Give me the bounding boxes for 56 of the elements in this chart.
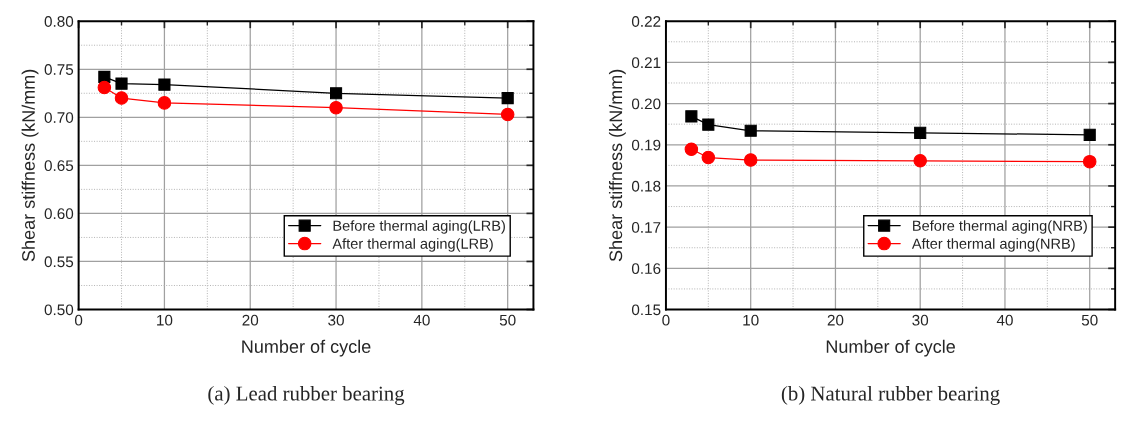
text: (a) Lead rubber bearing [208, 385, 405, 405]
x-tick-label: 30 [328, 314, 344, 326]
y-tick-label: 0.20 [631, 98, 661, 110]
legend-label: After thermal aging(NRB) [911, 238, 1075, 252]
x-tick-label: 10 [157, 314, 173, 326]
point [913, 154, 927, 168]
x-tick-label: 0 [662, 314, 670, 326]
point [501, 92, 514, 105]
y-tick-label: 0.15 [631, 304, 661, 316]
y-tick-label: 0.22 [631, 16, 661, 27]
x-tick-label: 50 [1081, 314, 1098, 326]
point [500, 107, 515, 122]
point [157, 96, 172, 110]
y-tick-label: 0.80 [44, 16, 74, 27]
point [914, 126, 927, 139]
point [97, 80, 112, 95]
point [1083, 128, 1096, 141]
y-tick-label: 0.19 [631, 139, 661, 151]
point [744, 124, 757, 137]
y-tick-label: 0.21 [631, 57, 661, 69]
legend-label: Before thermal aging(NRB) [913, 220, 1087, 234]
point [158, 78, 171, 91]
y-tick-label: 0.65 [44, 160, 74, 172]
x-tick-label: 40 [413, 314, 430, 326]
x-tick-label: 20 [242, 314, 259, 326]
x-tick-label: 20 [827, 314, 844, 326]
x-axis-title: Number of cycle [826, 339, 955, 357]
y-axis-title: Shear stiffness (kN/mm) [21, 69, 39, 262]
y-tick-label: 0.60 [44, 208, 74, 220]
y-tick-label: 0.50 [44, 304, 74, 316]
x-tick-label: 30 [912, 314, 929, 326]
point [743, 153, 758, 167]
legend-label: After thermal aging(LRB) [332, 238, 493, 252]
y-tick-label: 0.18 [631, 180, 661, 192]
point [329, 87, 343, 100]
x-tick-label: 40 [996, 314, 1013, 326]
y-tick-label: 0.16 [631, 263, 661, 275]
point [1082, 154, 1097, 169]
point [702, 118, 715, 131]
y-tick-label: 0.75 [44, 64, 74, 75]
y-tick-label: 0.70 [44, 112, 74, 123]
x-tick-label: 10 [743, 314, 759, 326]
y-tick-label: 0.55 [44, 256, 74, 268]
point [685, 110, 698, 123]
y-tick-label: 0.17 [631, 222, 661, 233]
point [114, 91, 129, 105]
point [701, 150, 716, 165]
point [115, 77, 128, 90]
point [329, 100, 343, 115]
point [684, 142, 699, 157]
legend-label: Before thermal aging(LRB) [333, 220, 505, 234]
x-tick-label: 50 [499, 314, 516, 326]
text: (b) Natural rubber bearing [781, 385, 1000, 405]
x-axis-title: Number of cycle [242, 339, 371, 357]
x-tick-label: 0 [74, 314, 83, 326]
y-axis-title: Shear stiffness (kN/mm) [608, 69, 626, 262]
